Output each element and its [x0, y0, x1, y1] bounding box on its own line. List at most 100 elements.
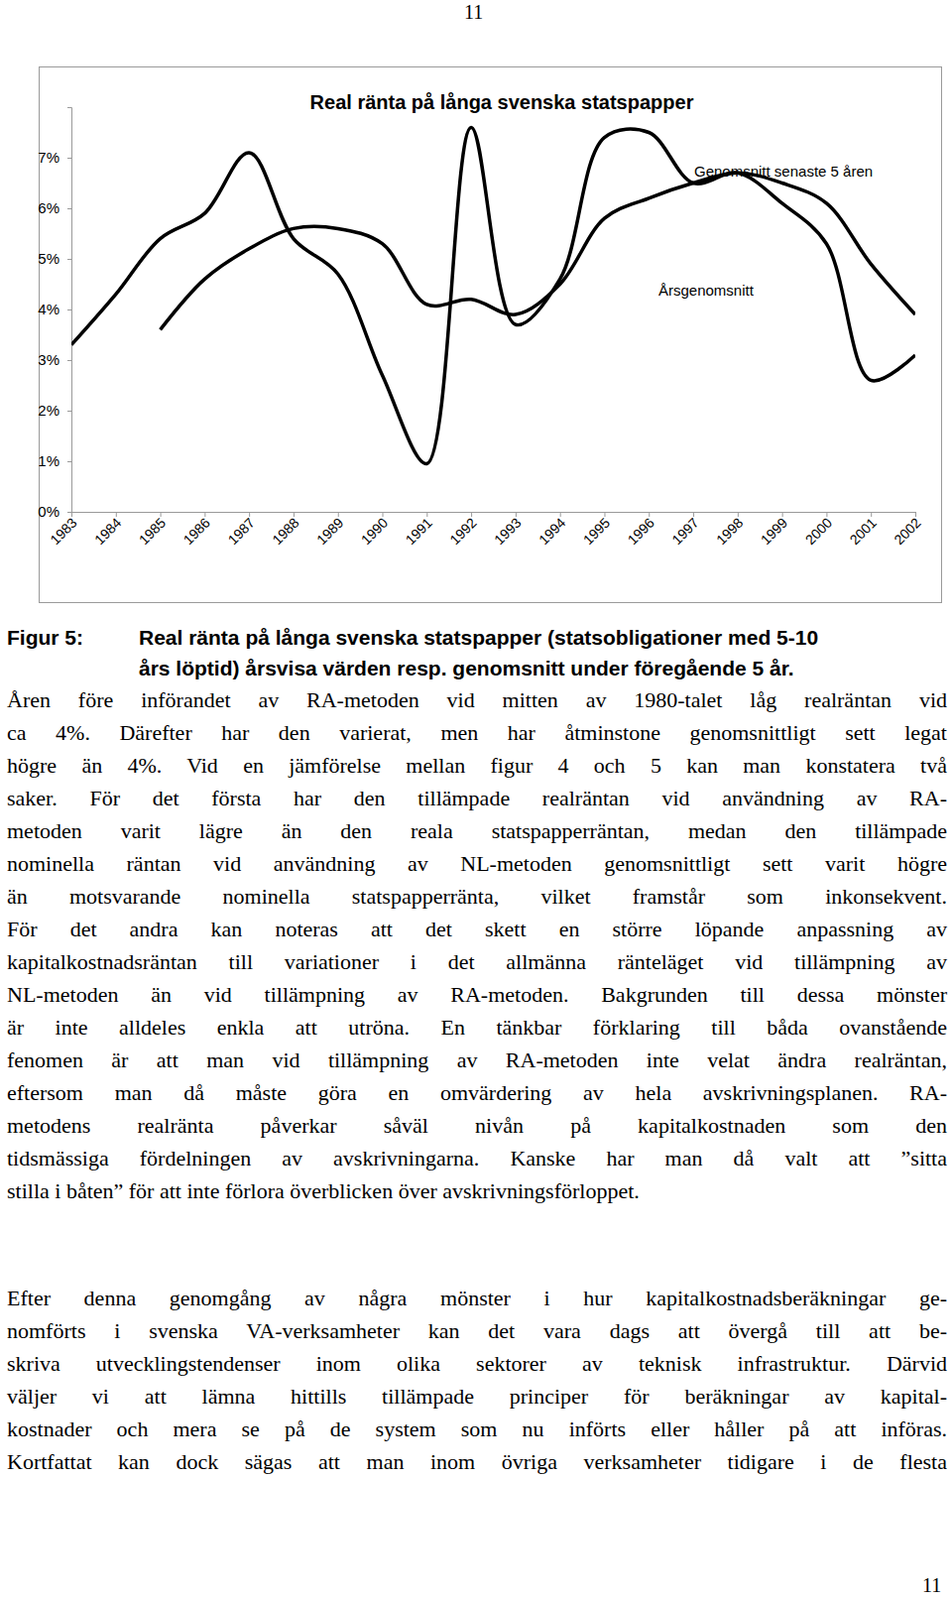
text-line: metodens realränta påverkar såväl nivån … — [6, 1108, 948, 1142]
page-number-top: 11 — [464, 0, 483, 29]
x-tick-label: 1997 — [668, 514, 702, 548]
chart-title: Real ränta på långa svenska statspapper — [310, 91, 695, 114]
text-line: är inte alldeles enkla att utröna. En tä… — [6, 1010, 948, 1044]
x-tick: 1983 — [46, 511, 80, 548]
text-line: än motsvarande nominella statspapperränt… — [6, 879, 948, 913]
text-line: Efter denna genomgång av några mönster i… — [6, 1281, 948, 1314]
text-line: kapitalkostnadsräntan till variationer i… — [6, 945, 948, 978]
y-tick-mark — [67, 359, 72, 361]
y-tick: 2% — [37, 401, 72, 419]
x-tick-label: 1989 — [313, 514, 347, 548]
x-tick: 1989 — [313, 511, 347, 548]
x-tick-mark — [71, 511, 73, 517]
x-tick-label: 1990 — [357, 514, 391, 548]
x-tick-mark — [693, 511, 695, 517]
x-tick-label: 2000 — [802, 514, 835, 548]
x-tick-mark — [204, 511, 206, 517]
text-line: kostnader och mera se på de system som n… — [6, 1412, 948, 1445]
x-tick-mark — [293, 511, 295, 517]
x-tick-mark — [426, 511, 428, 517]
text-line: Kortfattat kan dock sägas att man inom ö… — [6, 1444, 948, 1478]
text-line: högre än 4%. Vid en jämförelse mellan fi… — [6, 748, 948, 782]
text-line: skriva utvecklingstendenser inom olika s… — [6, 1346, 948, 1380]
text-line: NL-metoden än vid tillämpning av RA-meto… — [6, 977, 948, 1011]
y-tick-mark — [67, 461, 72, 463]
y-tick: 7% — [37, 148, 72, 166]
x-tick-mark — [160, 511, 162, 517]
y-axis: 0% 1% 2% 3% 4% 5% 6% 7% — [37, 108, 72, 521]
x-tick-label: 1983 — [46, 514, 80, 548]
text-line: fenomen är att man vid tillämpning av RA… — [6, 1043, 948, 1076]
x-tick: 1993 — [490, 511, 524, 548]
x-tick-label: 1998 — [713, 514, 746, 548]
y-tick-label: 1% — [37, 452, 60, 470]
caption-line: Real ränta på långa svenska statspapper … — [138, 621, 819, 653]
text-line: För det andra kan noteras att det skett … — [6, 912, 948, 946]
y-tick: 6% — [37, 199, 72, 217]
y-tick-label: 5% — [37, 249, 60, 267]
x-tick-label: 1996 — [624, 514, 658, 548]
y-tick-mark — [67, 410, 72, 412]
series-line — [160, 172, 916, 330]
x-tick-mark — [603, 511, 605, 517]
text-line: saker. För det första har den tillämpade… — [6, 781, 948, 815]
x-tick-label: 1986 — [180, 514, 214, 548]
x-tick: 1998 — [713, 511, 746, 548]
x-tick: 1985 — [135, 511, 169, 548]
x-tick: 1996 — [624, 511, 658, 548]
y-tick: 1% — [37, 452, 72, 470]
y-tick-label: 2% — [37, 401, 60, 419]
x-tick-mark — [382, 511, 384, 517]
x-tick: 2002 — [890, 511, 924, 548]
x-tick-mark — [870, 511, 872, 517]
y-tick-mark — [67, 309, 72, 311]
x-tick-mark — [826, 511, 828, 517]
chart-frame — [39, 67, 943, 603]
x-tick: 1995 — [580, 511, 613, 548]
y-tick-mark — [67, 511, 72, 513]
x-tick-label: 1999 — [757, 514, 791, 548]
x-tick-mark — [915, 511, 917, 517]
x-tick-label: 2002 — [890, 514, 924, 548]
text-line: Åren före införandet av RA-metoden vid m… — [6, 683, 948, 716]
x-tick: 1997 — [668, 511, 702, 548]
x-axis: 1983 1984 1985 1986 1987 1988 1989 1990 1991 1992… — [46, 511, 924, 548]
x-tick: 1999 — [757, 511, 791, 548]
x-tick: 1988 — [268, 511, 302, 548]
x-tick: 1984 — [91, 511, 124, 548]
x-tick-label: 2001 — [845, 514, 879, 548]
y-tick: 4% — [37, 300, 72, 318]
y-tick-label: 3% — [37, 351, 60, 368]
x-tick-mark — [737, 511, 739, 517]
x-tick-mark — [471, 511, 473, 517]
x-tick-mark — [338, 511, 340, 517]
x-tick: 2000 — [802, 511, 835, 548]
x-tick: 1991 — [402, 511, 436, 548]
x-tick-mark — [515, 511, 517, 517]
y-tick: 5% — [37, 249, 72, 267]
x-tick-label: 1984 — [91, 514, 124, 548]
x-tick-label: 1991 — [402, 514, 436, 548]
text-line: nomförts i svenska VA-verksamheter kan d… — [6, 1313, 948, 1347]
x-tick-label: 1993 — [490, 514, 524, 548]
x-tick-label: 1995 — [580, 514, 613, 548]
series-label: Genomsnitt senaste 5 åren — [694, 162, 873, 180]
y-tick-mark — [67, 157, 72, 159]
page-number-bottom: 11 — [922, 1568, 942, 1600]
x-tick: 1990 — [357, 511, 391, 548]
text-line: tidsmässiga fördelningen av avskrivninga… — [6, 1141, 948, 1175]
x-tick-mark — [248, 511, 250, 517]
x-tick-mark — [560, 511, 562, 517]
x-tick: 1987 — [224, 511, 257, 548]
text-line: ca 4%. Därefter har den varierat, men ha… — [6, 715, 948, 749]
caption-label: Figur 5: — [6, 621, 84, 653]
y-tick-label: 4% — [37, 300, 60, 318]
y-tick-label: 0% — [37, 502, 60, 520]
x-tick-label: 1992 — [446, 514, 479, 548]
series-label: Årsgenomsnitt — [658, 281, 755, 299]
y-tick-label: 7% — [37, 148, 60, 166]
x-tick-label: 1988 — [268, 514, 302, 548]
x-tick-mark — [782, 511, 784, 517]
x-tick: 1994 — [535, 511, 569, 548]
y-axis-line — [67, 108, 73, 513]
